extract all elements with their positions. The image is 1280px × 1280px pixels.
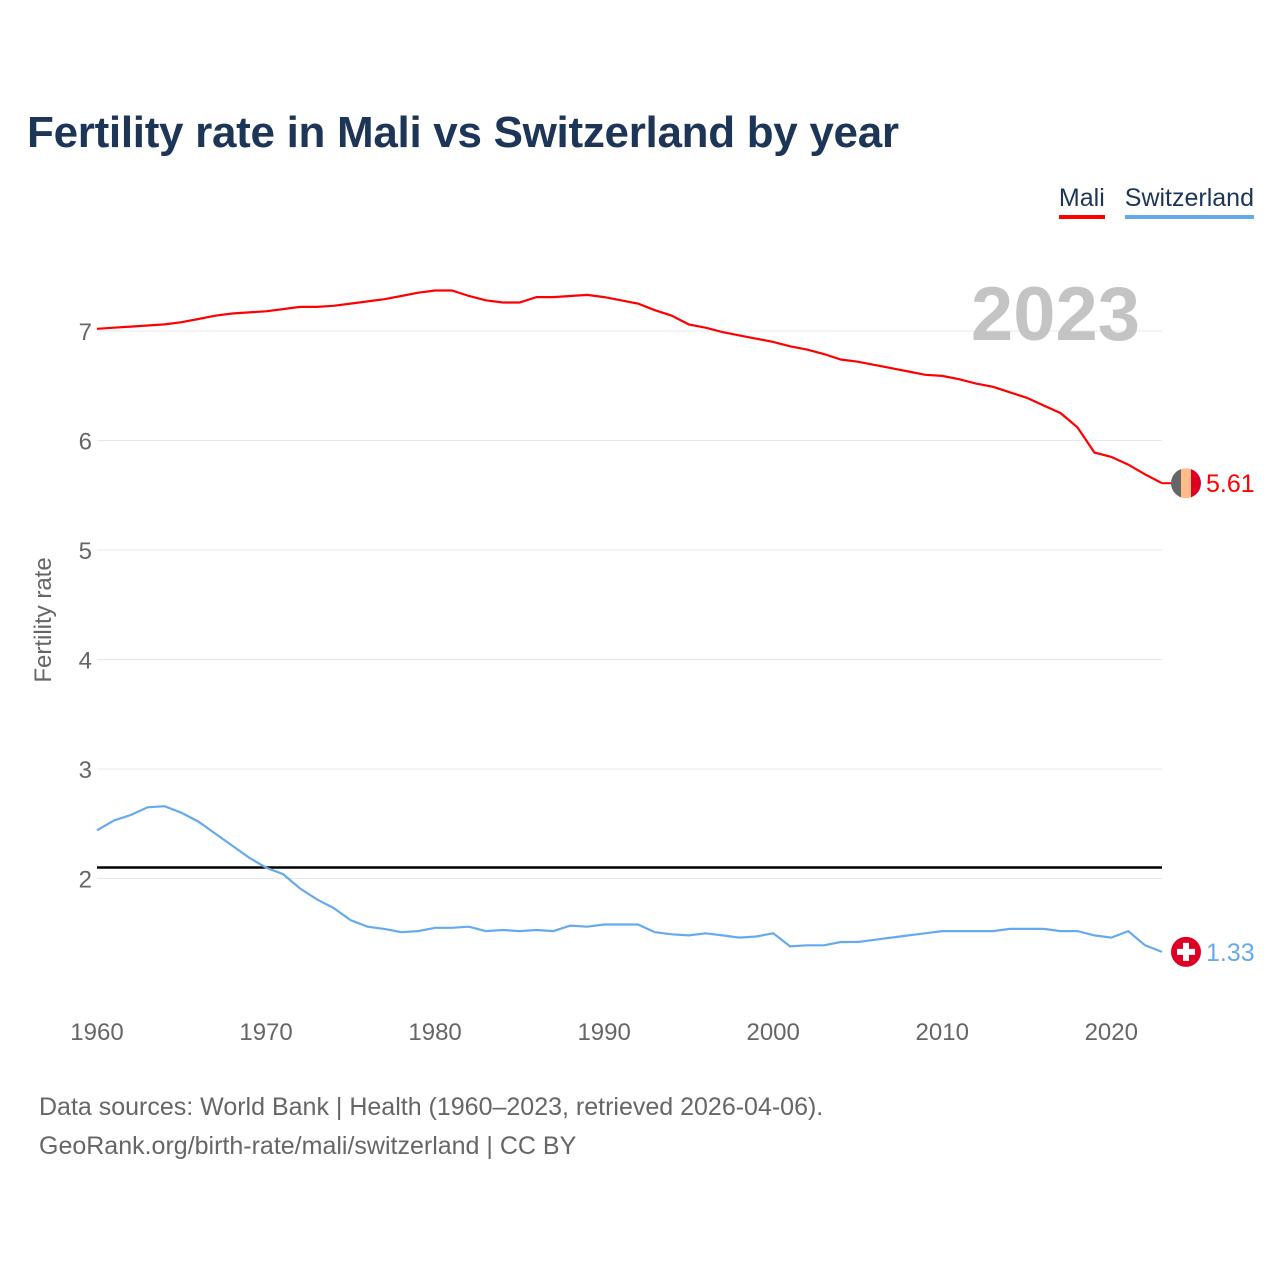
y-tick-label: 6 <box>79 429 92 456</box>
x-tick-label: 1990 <box>577 1019 630 1046</box>
x-tick-label: 1980 <box>408 1019 461 1046</box>
y-tick-label: 2 <box>79 867 92 894</box>
y-tick-label: 7 <box>79 319 92 346</box>
y-tick-label: 4 <box>79 648 92 675</box>
mali-flag-icon <box>1171 468 1201 499</box>
x-tick-label: 1960 <box>70 1019 123 1046</box>
source-line-1: Data sources: World Bank | Health (1960–… <box>39 1093 824 1121</box>
source-note: Data sources: World Bank | Health (1960–… <box>39 1088 823 1166</box>
y-tick-label: 3 <box>79 757 92 784</box>
series-line-mali <box>96 289 1163 485</box>
x-tick-label: 1970 <box>239 1019 292 1046</box>
switzerland-flag-icon <box>1171 936 1201 967</box>
x-tick-label: 2020 <box>1085 1019 1138 1046</box>
end-value-label: 5.61 <box>1206 470 1255 498</box>
legend: Mali Switzerland <box>1058 184 1254 219</box>
legend-item-mali[interactable]: Mali <box>1058 184 1105 219</box>
x-tick-label: 2000 <box>746 1019 799 1046</box>
end-value-label: 1.33 <box>1206 939 1255 967</box>
chart-title: Fertility rate in Mali vs Switzerland by… <box>27 108 899 157</box>
series-line-switzerland <box>96 805 1163 953</box>
year-label: 2023 <box>971 272 1140 357</box>
y-tick-label: 5 <box>79 538 92 565</box>
y-axis-label: Fertility rate <box>30 557 57 682</box>
x-tick-label: 2010 <box>916 1019 969 1046</box>
source-line-2[interactable]: GeoRank.org/birth-rate/mali/switzerland … <box>39 1132 577 1160</box>
legend-item-switzerland[interactable]: Switzerland <box>1124 184 1254 219</box>
